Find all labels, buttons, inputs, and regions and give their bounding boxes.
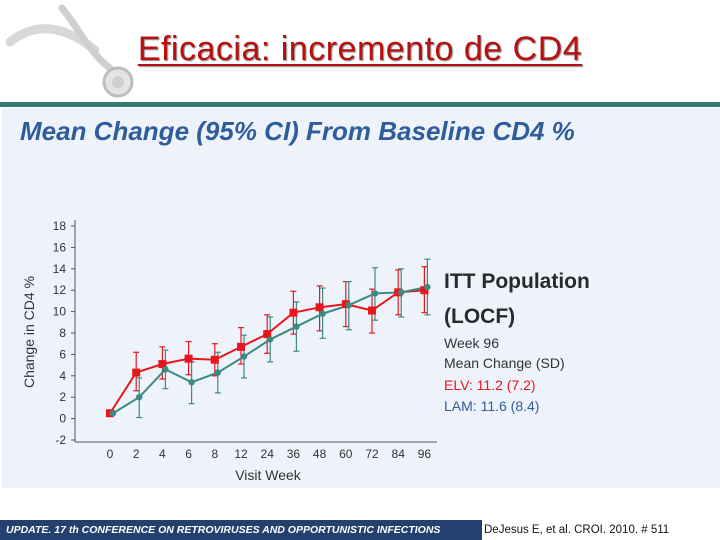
conference-footer: UPDATE. 17 th CONFERENCE ON RETROVIRUSES… [0,520,482,540]
chart-panel [2,108,720,488]
lam-data-point [424,283,431,291]
x-tick-label: 12 [234,447,248,461]
elv-data-point [315,303,324,312]
lam-data-point [188,379,195,386]
x-tick-label: 8 [211,447,218,461]
lam-data-point [371,290,379,297]
lam-data-point [398,289,405,296]
y-tick-label: 8 [59,326,66,340]
y-tick-label: 2 [59,390,66,404]
y-tick-label: -2 [55,433,66,447]
lam-data-point [109,410,117,417]
elv-data-point [210,355,219,364]
legend-title-line2: (LOCF) [444,305,516,328]
y-tick-label: 6 [59,347,66,361]
y-tick-label: 12 [53,283,67,297]
lam-data-point [162,366,169,373]
y-tick-label: 18 [53,219,67,233]
elv-data-point [237,342,245,351]
legend-title-line1: ITT Population [444,270,590,293]
x-tick-label: 0 [107,447,114,461]
elv-data-point [184,354,193,363]
citation: DeJesus E, et al. CROI. 2010. # 511 [484,524,670,536]
elv-data-point [132,368,141,377]
lam-data-point [345,301,352,309]
x-tick-label: 84 [392,447,406,461]
legend-elv: ELV: 11.2 (7.2) [444,377,536,393]
title-divider [0,102,720,107]
legend-lam: LAM: 11.6 (8.4) [444,398,540,414]
lam-data-point [240,353,248,360]
elv-data-point [420,286,429,295]
lam-data-point [214,369,221,376]
y-tick-label: 10 [53,305,67,319]
lam-data-point [293,323,300,330]
slide-title: Eficacia: incremento de CD4 [137,30,583,68]
y-tick-label: 14 [53,262,67,276]
y-tick-label: 0 [59,412,66,426]
elv-data-point [263,330,272,339]
x-tick-label: 2 [133,447,140,461]
y-tick-label: 16 [53,240,67,254]
x-tick-label: 72 [365,447,379,461]
elv-data-point [158,360,167,369]
lam-data-point [319,310,326,317]
legend-mean-label: Mean Change (SD) [444,355,565,371]
chart-title: Mean Change (95% CI) From Baseline CD4 % [20,116,575,146]
stethoscope-logo [5,4,134,98]
x-tick-label: 24 [261,447,275,461]
elv-data-point [368,306,376,315]
elv-data-point [289,308,298,317]
y-axis-title: Change in CD4 % [21,276,37,388]
x-tick-label: 36 [287,447,301,461]
y-tick-label: 4 [59,369,66,383]
lam-data-point [136,394,143,401]
x-tick-label: 4 [159,447,166,461]
lam-data-point [267,336,274,343]
x-tick-label: 6 [185,447,192,461]
x-tick-label: 60 [339,447,353,461]
x-tick-label: 96 [418,447,432,461]
x-axis-title: Visit Week [235,467,302,483]
legend-week: Week 96 [444,335,499,351]
x-tick-label: 48 [313,447,327,461]
